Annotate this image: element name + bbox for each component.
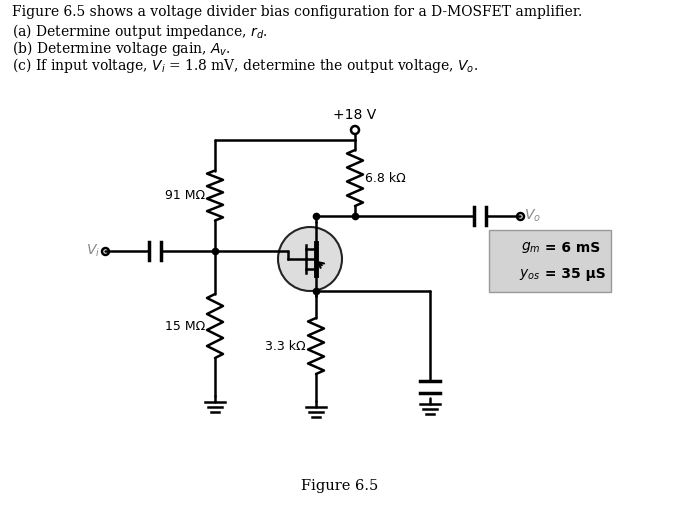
Text: = 6 mS: = 6 mS: [541, 241, 600, 255]
Text: 91 MΩ: 91 MΩ: [165, 189, 205, 202]
Text: (c) If input voltage, $V_i$ = 1.8 mV, determine the output voltage, $V_o$.: (c) If input voltage, $V_i$ = 1.8 mV, de…: [12, 56, 478, 75]
Text: $V_o$: $V_o$: [524, 208, 541, 224]
Text: Figure 6.5: Figure 6.5: [301, 479, 379, 493]
FancyBboxPatch shape: [489, 230, 611, 292]
Text: (a) Determine output impedance, $r_d$.: (a) Determine output impedance, $r_d$.: [12, 22, 268, 41]
Circle shape: [278, 227, 342, 291]
Text: = 35 μS: = 35 μS: [541, 267, 606, 281]
Text: Figure 6.5 shows a voltage divider bias configuration for a D-MOSFET amplifier.: Figure 6.5 shows a voltage divider bias …: [12, 5, 582, 19]
Text: 15 MΩ: 15 MΩ: [165, 319, 205, 332]
Text: +18 V: +18 V: [333, 108, 377, 122]
Text: $V_i$: $V_i$: [86, 243, 100, 259]
Text: 3.3 kΩ: 3.3 kΩ: [265, 340, 306, 353]
Text: $g_m$: $g_m$: [521, 240, 541, 255]
Text: 6.8 kΩ: 6.8 kΩ: [365, 171, 406, 184]
Text: (b) Determine voltage gain, $A_v$.: (b) Determine voltage gain, $A_v$.: [12, 39, 231, 58]
Text: $y_{os}$: $y_{os}$: [519, 267, 541, 282]
